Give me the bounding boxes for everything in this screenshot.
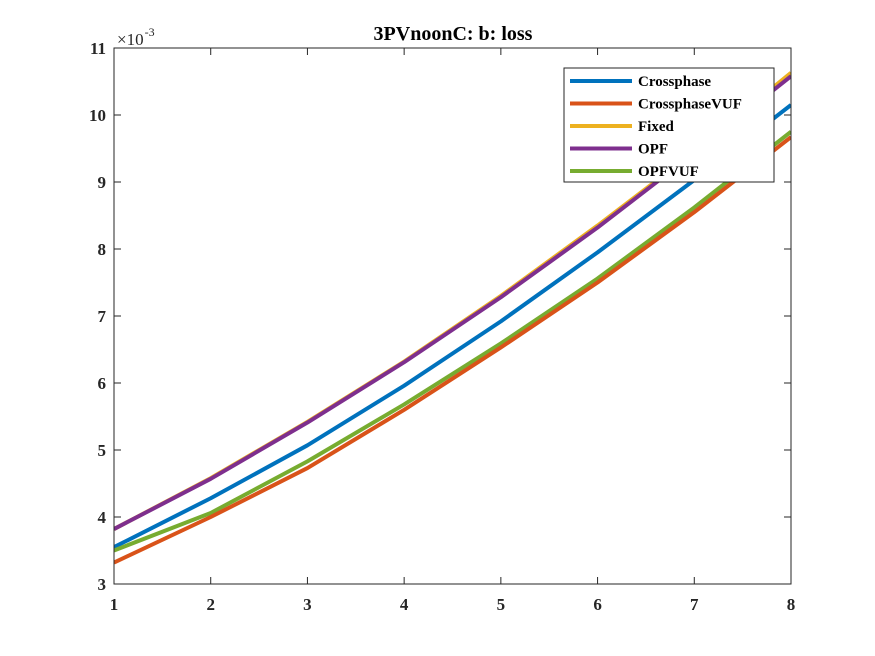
x-tick-label: 5 [497,595,506,614]
series-line-crossphase [114,103,791,549]
series-line-crossphasevuf [114,135,791,565]
series-line-opfvuf [114,130,791,553]
x-tick-label: 3 [303,595,312,614]
chart-title: 3PVnoonC: b: loss [374,23,533,45]
x-tick-label: 4 [400,595,409,614]
legend-label-opf: OPF [638,142,668,158]
legend-label-fixed: Fixed [638,119,674,135]
legend-label-crossphase: Crossphase [638,74,711,90]
y-tick-label: 8 [98,240,107,259]
legend-label-crossphasevuf: CrossphaseVUF [638,97,742,113]
y-tick-label: 6 [98,374,107,393]
x-tick-label: 6 [593,595,602,614]
y-tick-label: 5 [98,441,107,460]
x-tick-label: 2 [206,595,215,614]
y-tick-label: 9 [98,173,107,192]
x-tick-label: 8 [787,595,796,614]
y-exponent-power: -3 [145,25,155,39]
y-exponent-base: ×10 [117,30,144,49]
y-tick-label: 10 [89,106,106,125]
y-tick-label: 11 [90,39,106,58]
y-tick-label: 7 [98,307,107,326]
x-tick-label: 1 [110,595,119,614]
x-tick-label: 7 [690,595,699,614]
legend: Crossphase CrossphaseVUF Fixed OPF OPFVUF [563,67,775,183]
y-tick-label: 3 [98,575,107,594]
y-axis-exponent: ×10 -3 [117,25,155,49]
axis-ticks: 1 2 3 4 5 6 7 8 3 4 5 6 7 8 9 10 11 [89,39,795,614]
y-tick-label: 4 [98,508,107,527]
legend-label-opfvuf: OPFVUF [638,164,699,180]
